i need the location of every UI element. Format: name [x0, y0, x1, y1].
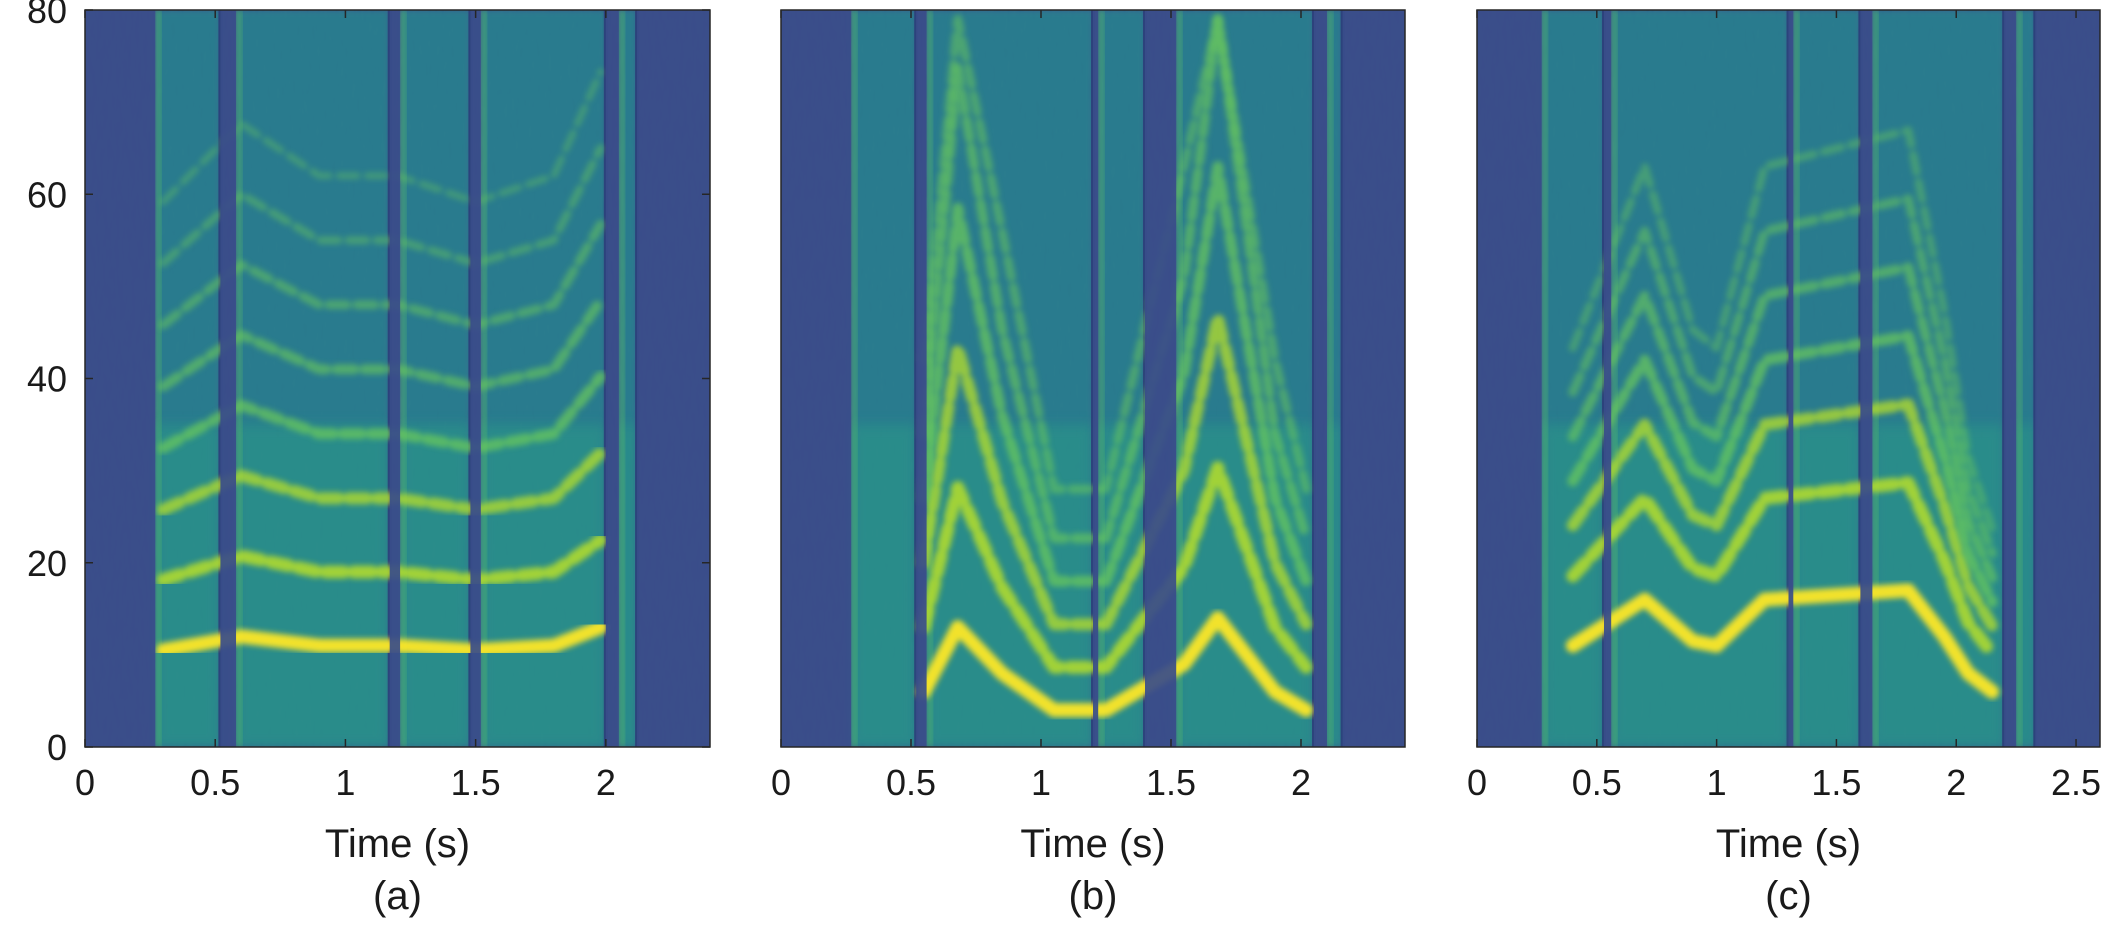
axes-frame [780, 9, 1406, 748]
onset-streak [236, 10, 243, 747]
harmonic-band [1566, 398, 1999, 633]
x-tick-label: 2.5 [2051, 762, 2101, 803]
low-band-energy [236, 424, 390, 747]
panel-label: (c) [1765, 874, 1812, 918]
onset-streak [1541, 10, 1548, 747]
spectrogram-image [85, 10, 710, 747]
x-axis-label: Time (s) [325, 822, 470, 866]
silence-region [1145, 10, 1177, 747]
low-band-energy [155, 424, 221, 747]
silence-region [2004, 10, 2017, 747]
low-band-energy [851, 424, 917, 747]
x-tick-label: 0.5 [190, 762, 240, 803]
x-tick-label: 0 [1467, 762, 1487, 803]
x-tick-label: 2 [1946, 762, 1966, 803]
silence-region [1093, 10, 1099, 747]
harmonic-band [917, 611, 1314, 718]
low-band-energy [400, 424, 471, 747]
y-tick-label: 60 [27, 174, 67, 215]
onset-streak [480, 10, 487, 747]
onset-streak [1098, 10, 1105, 747]
harmonic-band [1568, 126, 1997, 534]
x-tick-label: 1.5 [451, 762, 501, 803]
x-axis-label: Time (s) [1716, 822, 1861, 866]
x-tick-label: 0 [75, 762, 95, 803]
silence-region [1342, 10, 1405, 747]
silence-region [389, 10, 401, 747]
harmonic-band [1566, 476, 1999, 661]
x-tick-label: 1 [1707, 762, 1727, 803]
low-band-energy [480, 424, 606, 747]
spectrogram-image [781, 10, 1405, 747]
onset-streak [851, 10, 858, 747]
silence-region [1860, 10, 1873, 747]
silence-region [220, 10, 237, 747]
x-tick-label: 2 [1291, 762, 1311, 803]
y-tick-label: 80 [27, 0, 67, 31]
y-tick-label: 40 [27, 359, 67, 400]
harmonic-band [1567, 330, 1998, 608]
harmonic-band [1568, 194, 1997, 558]
silence-region [605, 10, 619, 747]
y-tick-label: 20 [27, 543, 67, 584]
harmonic-band [919, 14, 1312, 544]
x-tick-label: 0.5 [1572, 762, 1622, 803]
onset-streak [2016, 10, 2023, 747]
onset-streak [1793, 10, 1800, 747]
silence-region [916, 10, 927, 747]
onset-streak [1611, 10, 1618, 747]
silence-region [470, 10, 481, 747]
silence-region [1314, 10, 1327, 747]
spectrogram-panel-c: 0 0.5 1 1.5 2 2.5 Time (s) (c) [1467, 9, 2101, 918]
harmonic-band [918, 311, 1313, 631]
harmonic-band [917, 461, 1313, 674]
harmonic-band [1567, 262, 1998, 583]
onset-streak [1872, 10, 1879, 747]
silence-region [1477, 10, 1542, 747]
x-tick-label: 1 [1031, 762, 1051, 803]
onset-streak [618, 10, 625, 747]
x-tick-label: 0 [771, 762, 791, 803]
x-tick-label: 1.5 [1811, 762, 1861, 803]
harmonic-band [1565, 583, 2000, 699]
x-tick-label: 2 [596, 762, 616, 803]
x-tick-label: 1 [335, 762, 355, 803]
low-band-energy [1793, 424, 1861, 747]
panel-label: (b) [1069, 874, 1118, 918]
onset-streak [400, 10, 407, 747]
silence-region [1603, 10, 1612, 747]
silence-region [637, 10, 710, 747]
silence-region [2035, 10, 2100, 747]
axes-frame [1476, 9, 2101, 748]
onset-streak [1327, 10, 1333, 747]
y-tick-label: 0 [47, 727, 67, 768]
x-tick-label: 0.5 [886, 762, 936, 803]
x-axis-label: Time (s) [1020, 822, 1165, 866]
harmonic-band [919, 14, 1311, 494]
silence-region [85, 10, 156, 747]
spectrogram-panel-b: 0 0.5 1 1.5 2 Time (s) (b) [771, 9, 1406, 918]
x-tick-label: 1.5 [1146, 762, 1196, 803]
onset-streak [155, 10, 162, 747]
panel-label: (a) [373, 874, 422, 918]
silence-region [781, 10, 852, 747]
harmonic-band [918, 161, 1312, 587]
silence-region [1788, 10, 1794, 747]
spectrogram-image [1477, 10, 2100, 747]
